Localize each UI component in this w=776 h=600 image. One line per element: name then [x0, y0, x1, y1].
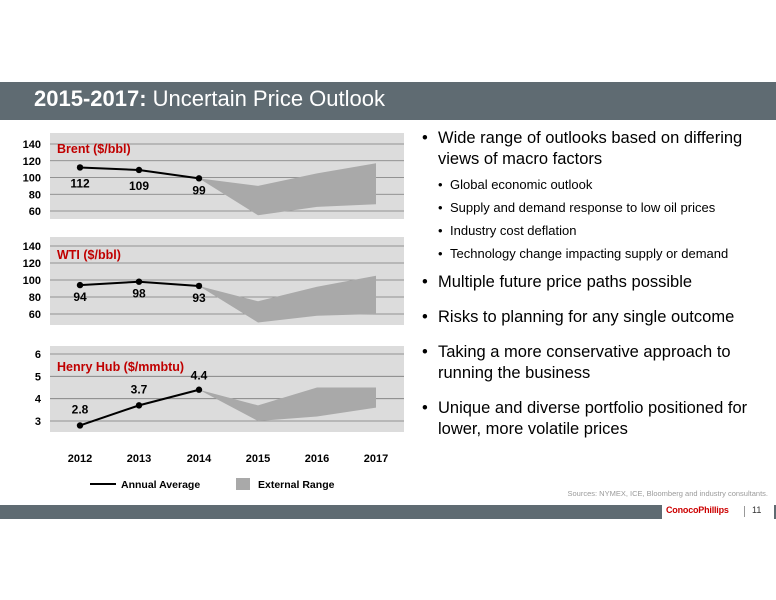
bullet-portfolio: Unique and diverse portfolio positioned …: [422, 398, 762, 440]
data-label: 4.4: [191, 369, 208, 383]
footer-divider: [744, 506, 745, 517]
y-tick-label: 5: [35, 371, 41, 383]
data-point: [135, 402, 143, 409]
chart-1: 60 80 100 120 140 112 109 99 Brent ($/bbl): [23, 133, 404, 219]
chart-3: 3 4 5 6 2.8 3.7 4.4 Henry Hub ($/mmbtu): [35, 346, 404, 432]
data-label: 99: [192, 183, 206, 197]
y-tick-label: 120: [23, 258, 41, 270]
bullet-outlooks: Wide range of outlooks based on differin…: [422, 128, 762, 170]
data-point: [195, 282, 203, 290]
x-tick-label: 2016: [305, 453, 329, 465]
y-tick-label: 60: [29, 309, 41, 321]
y-tick-label: 140: [23, 241, 41, 253]
data-point: [76, 281, 84, 289]
y-tick-label: 4: [35, 394, 42, 406]
legend-range-swatch: [236, 478, 250, 490]
data-label: 2.8: [72, 402, 89, 416]
y-tick-label: 60: [29, 206, 41, 218]
data-label: 98: [132, 287, 146, 301]
data-point: [195, 175, 203, 182]
x-tick-label: 2014: [187, 453, 212, 465]
page-title: 2015-2017: Uncertain Price Outlook: [34, 86, 385, 112]
data-point: [135, 166, 143, 174]
data-label: 109: [129, 179, 149, 193]
y-tick-label: 80: [29, 189, 41, 201]
chart-title: WTI ($/bbl): [57, 248, 121, 262]
data-point: [76, 164, 84, 171]
price-charts: 60 80 100 120 140 112 109 99 Brent ($/bbl) 60 80 10…: [23, 133, 404, 491]
bullet-planning-risks: Risks to planning for any single outcome: [422, 307, 762, 328]
title-bar: 2015-2017: Uncertain Price Outlook: [0, 82, 776, 120]
chart-2: 60 80 100 120 140 94 98 93 WTI ($/bbl): [23, 237, 404, 325]
bullet-price-paths: Multiple future price paths possible: [422, 272, 762, 293]
logo-box: [662, 503, 774, 519]
footer-bar: [0, 503, 776, 519]
company-logo: ConocoPhillips: [666, 505, 729, 515]
data-point: [135, 278, 143, 285]
y-tick-label: 120: [23, 156, 41, 168]
page-number: 11: [752, 505, 762, 515]
y-tick-label: 6: [35, 349, 41, 361]
y-tick-label: 100: [23, 275, 41, 287]
sub-bullet-supply-demand: Supply and demand response to low oil pr…: [422, 199, 762, 216]
legend-external-range: External Range: [258, 479, 335, 491]
sources-note: Sources: NYMEX, ICE, Bloomberg and indus…: [567, 489, 768, 498]
external-range-area: [199, 275, 376, 323]
x-tick-label: 2013: [127, 453, 151, 465]
legend-annual-average: Annual Average: [121, 479, 200, 491]
data-label: 3.7: [131, 382, 148, 396]
sub-bullet-economic: Global economic outlook: [422, 176, 762, 193]
x-tick-label: 2015: [246, 453, 270, 465]
title-year-range: 2015-2017:: [34, 86, 147, 111]
y-tick-label: 80: [29, 292, 41, 304]
sub-bullet-cost-deflation: Industry cost deflation: [422, 222, 762, 239]
external-range-area: [199, 163, 376, 216]
y-tick-label: 3: [35, 416, 41, 428]
data-label: 94: [73, 290, 87, 304]
data-label: 93: [192, 291, 206, 305]
data-point: [195, 386, 203, 393]
x-tick-label: 2017: [364, 453, 388, 465]
title-text: Uncertain Price Outlook: [146, 86, 385, 111]
data-point: [76, 422, 84, 429]
chart-title: Brent ($/bbl): [57, 142, 131, 156]
bullet-list: Wide range of outlooks based on differin…: [422, 128, 762, 446]
data-label: 112: [70, 176, 90, 190]
x-tick-label: 2012: [68, 453, 92, 465]
y-tick-label: 140: [23, 139, 41, 151]
bullet-conservative: Taking a more conservative approach to r…: [422, 342, 762, 384]
external-range-area: [199, 387, 376, 421]
chart-title: Henry Hub ($/mmbtu): [57, 360, 184, 374]
y-tick-label: 100: [23, 173, 41, 185]
sub-bullet-technology: Technology change impacting supply or de…: [422, 245, 762, 262]
